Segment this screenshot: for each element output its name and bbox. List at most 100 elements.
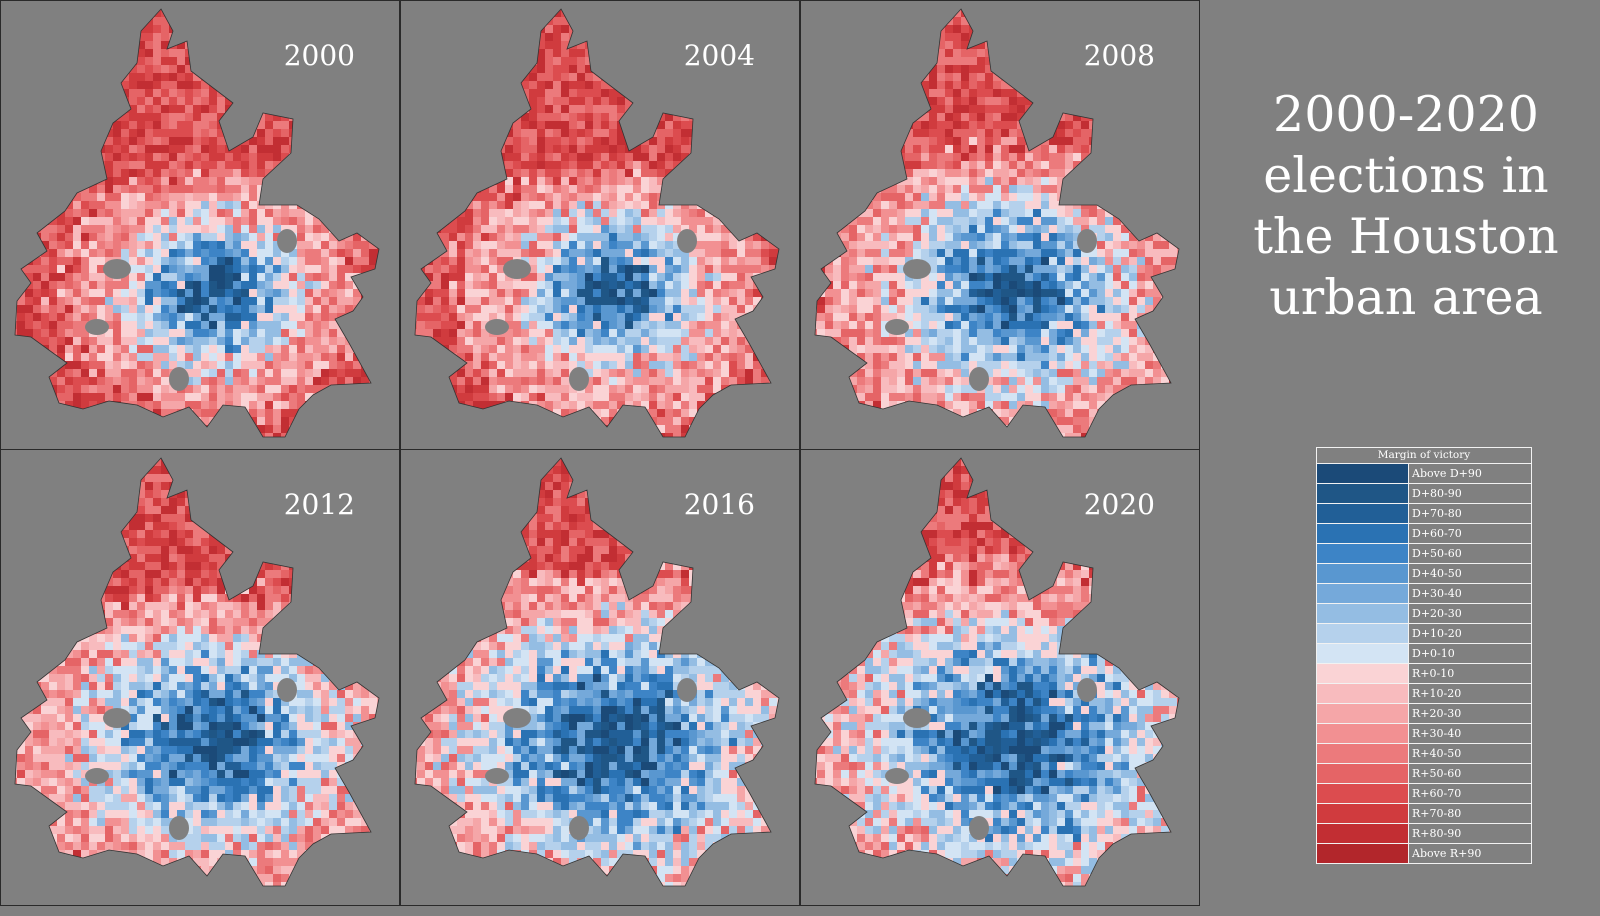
- precinct-cell: [401, 17, 409, 25]
- precinct-cell: [113, 313, 121, 321]
- precinct-cell: [593, 185, 601, 193]
- precinct-cell: [289, 9, 297, 17]
- precinct-cell: [177, 353, 185, 361]
- precinct-cell: [489, 145, 497, 153]
- lake-area: [277, 229, 297, 253]
- precinct-cell: [89, 153, 97, 161]
- precinct-cell: [57, 9, 65, 17]
- precinct-cell: [33, 265, 41, 273]
- precinct-cell: [425, 161, 433, 169]
- precinct-cell: [33, 241, 41, 249]
- precinct-cell: [441, 321, 449, 329]
- precinct-cell: [209, 337, 217, 345]
- precinct-cell: [25, 417, 33, 425]
- precinct-cell: [305, 257, 313, 265]
- precinct-cell: [465, 265, 473, 273]
- precinct-cell: [769, 97, 777, 105]
- precinct-cell: [457, 137, 465, 145]
- precinct-cell: [793, 97, 800, 105]
- precinct-cell: [249, 233, 257, 241]
- precinct-cell: [313, 321, 321, 329]
- precinct-cell: [97, 169, 105, 177]
- precinct-cell: [273, 153, 281, 161]
- precinct-cell: [593, 241, 601, 249]
- precinct-cell: [441, 233, 449, 241]
- precinct-cell: [209, 233, 217, 241]
- precinct-cell: [425, 185, 433, 193]
- precinct-cell: [321, 329, 329, 337]
- precinct-cell: [497, 217, 505, 225]
- precinct-cell: [145, 25, 153, 33]
- precinct-cell: [545, 41, 553, 49]
- precinct-cell: [393, 281, 400, 289]
- precinct-cell: [449, 153, 457, 161]
- precinct-cell: [225, 385, 233, 393]
- precinct-cell: [665, 329, 673, 337]
- precinct-cell: [713, 257, 721, 265]
- precinct-cell: [585, 9, 593, 17]
- precinct-cell: [113, 377, 121, 385]
- precinct-cell: [377, 297, 379, 305]
- precinct-cell: [415, 41, 417, 49]
- precinct-cell: [753, 113, 761, 121]
- precinct-cell: [249, 193, 257, 201]
- precinct-cell: [73, 313, 81, 321]
- precinct-cell: [545, 97, 553, 105]
- precinct-cell: [241, 433, 249, 437]
- precinct-cell: [305, 177, 313, 185]
- precinct-cell: [209, 385, 217, 393]
- precinct-cell: [545, 257, 553, 265]
- precinct-cell: [337, 105, 345, 113]
- precinct-cell: [1, 161, 9, 169]
- precinct-cell: [649, 65, 657, 73]
- precinct-cell: [137, 249, 145, 257]
- precinct-cell: [577, 201, 585, 209]
- precinct-cell: [49, 41, 57, 49]
- precinct-cell: [305, 121, 313, 129]
- precinct-cell: [561, 273, 569, 281]
- precinct-cell: [217, 433, 225, 437]
- precinct-cell: [249, 425, 257, 433]
- precinct-cell: [273, 417, 281, 425]
- precinct-cell: [129, 193, 137, 201]
- precinct-cell: [129, 33, 137, 41]
- precinct-cell: [153, 265, 161, 273]
- precinct-cell: [65, 25, 73, 33]
- precinct-cell: [593, 193, 601, 201]
- precinct-cell: [57, 17, 65, 25]
- precinct-cell: [361, 305, 369, 313]
- precinct-cell: [73, 33, 81, 41]
- precinct-cell: [753, 121, 761, 129]
- precinct-cell: [281, 89, 289, 97]
- precinct-cell: [673, 97, 681, 105]
- precinct-cell: [289, 217, 297, 225]
- precinct-cell: [225, 25, 233, 33]
- precinct-cell: [321, 137, 329, 145]
- precinct-cell: [457, 257, 465, 265]
- precinct-cell: [73, 337, 81, 345]
- precinct-cell: [529, 265, 537, 273]
- precinct-cell: [689, 257, 697, 265]
- precinct-cell: [529, 113, 537, 121]
- precinct-cell: [465, 281, 473, 289]
- precinct-cell: [97, 385, 105, 393]
- precinct-cell: [81, 441, 89, 449]
- precinct-cell: [393, 49, 400, 57]
- precinct-cell: [33, 377, 41, 385]
- precinct-cell: [281, 217, 289, 225]
- precinct-cell: [81, 281, 89, 289]
- precinct-cell: [489, 297, 497, 305]
- precinct-cell: [569, 65, 577, 73]
- precinct-cell: [257, 49, 265, 57]
- precinct-cell: [785, 177, 793, 185]
- precinct-cell: [641, 201, 649, 209]
- precinct-cell: [241, 49, 249, 57]
- precinct-cell: [537, 257, 545, 265]
- precinct-cell: [361, 81, 369, 89]
- precinct-cell: [585, 105, 593, 113]
- precinct-cell: [521, 153, 529, 161]
- precinct-cell: [785, 9, 793, 17]
- precinct-cell: [113, 369, 121, 377]
- precinct-cell: [249, 305, 257, 313]
- precinct-cell: [769, 177, 777, 185]
